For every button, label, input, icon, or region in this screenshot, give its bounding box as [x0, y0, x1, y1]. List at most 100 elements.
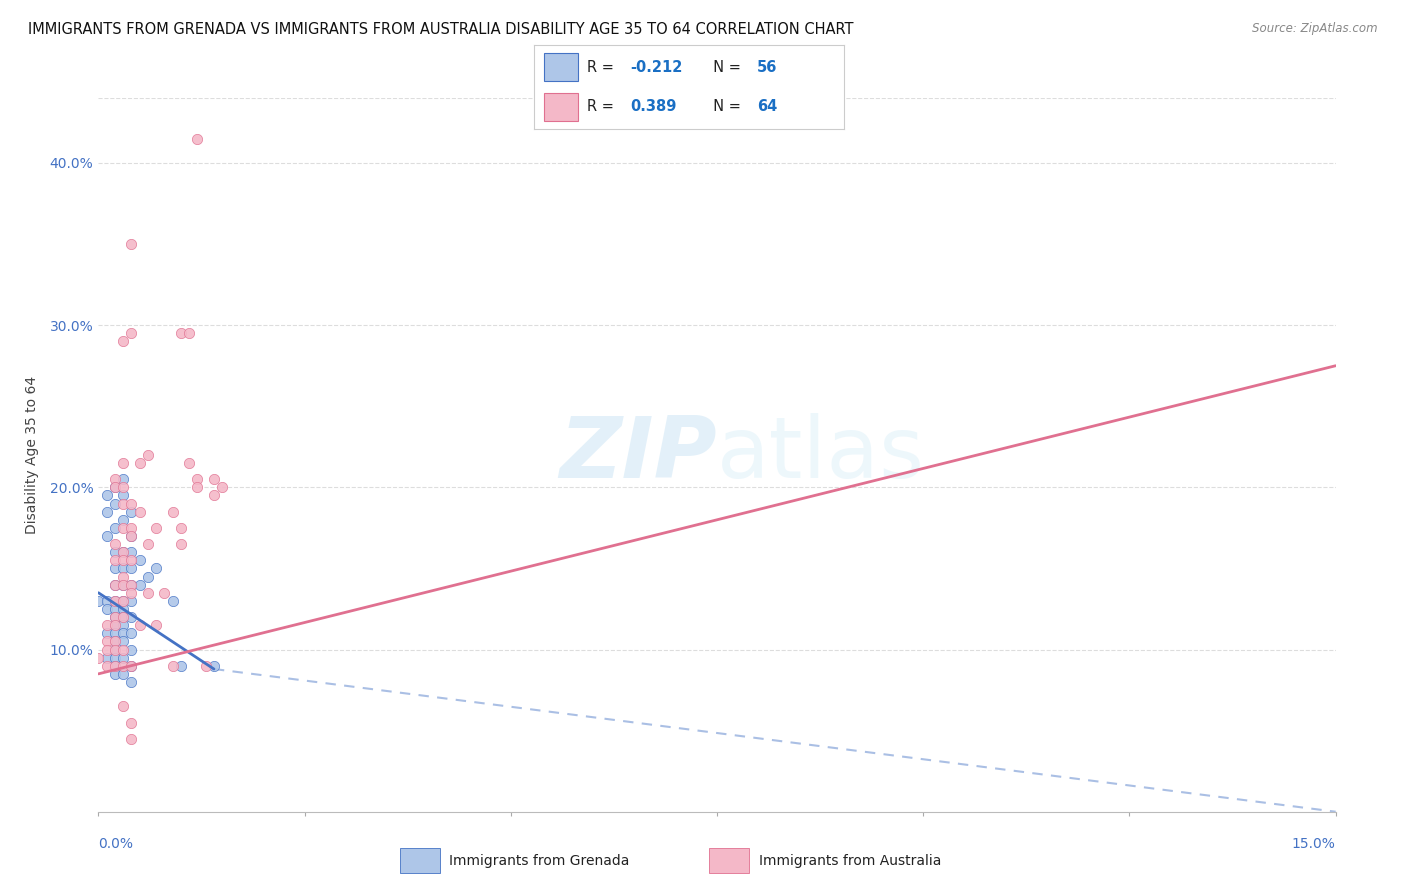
Point: [162, 658, 184, 673]
Point: [120, 497, 142, 511]
Point: [112, 634, 135, 648]
Point: [120, 586, 142, 600]
Point: [104, 521, 127, 535]
Point: [112, 642, 135, 657]
Point: [128, 553, 150, 567]
Point: [112, 334, 135, 349]
Point: [112, 577, 135, 591]
Point: [112, 472, 135, 486]
Point: [104, 577, 127, 591]
Text: 64: 64: [756, 99, 778, 114]
Point: [104, 537, 127, 551]
Text: N =: N =: [704, 99, 747, 114]
Point: [104, 666, 127, 681]
Point: [170, 658, 193, 673]
Point: [120, 626, 142, 640]
Point: [87, 594, 110, 608]
Text: R =: R =: [586, 99, 619, 114]
Point: [128, 577, 150, 591]
Point: [120, 731, 142, 746]
Point: [179, 456, 201, 470]
Point: [112, 569, 135, 583]
Point: [96, 626, 118, 640]
Point: [96, 642, 118, 657]
Point: [145, 521, 167, 535]
Point: [112, 553, 135, 567]
Point: [136, 537, 159, 551]
Point: [104, 618, 127, 632]
Point: [120, 545, 142, 559]
Point: [186, 480, 208, 494]
Point: [104, 642, 127, 657]
Point: [96, 634, 118, 648]
Point: [186, 131, 208, 145]
Point: [128, 505, 150, 519]
Point: [112, 626, 135, 640]
Point: [145, 618, 167, 632]
Point: [120, 642, 142, 657]
Point: [104, 650, 127, 665]
Point: [170, 537, 193, 551]
Point: [104, 497, 127, 511]
Point: [104, 602, 127, 616]
Point: [112, 488, 135, 502]
Bar: [544, 93, 578, 120]
Point: [96, 602, 118, 616]
Point: [104, 561, 127, 575]
Point: [194, 658, 217, 673]
Point: [202, 472, 225, 486]
Text: Immigrants from Grenada: Immigrants from Grenada: [450, 854, 630, 868]
Point: [112, 650, 135, 665]
Point: [96, 650, 118, 665]
Text: 0.389: 0.389: [630, 99, 676, 114]
Point: [87, 650, 110, 665]
Point: [120, 529, 142, 543]
Point: [112, 610, 135, 624]
Point: [112, 545, 135, 559]
Point: [120, 237, 142, 252]
Text: R =: R =: [586, 60, 619, 75]
Point: [120, 610, 142, 624]
Point: [202, 658, 225, 673]
Point: [202, 488, 225, 502]
Point: [136, 448, 159, 462]
Point: [112, 577, 135, 591]
Point: [112, 545, 135, 559]
Point: [120, 594, 142, 608]
Text: Immigrants from Australia: Immigrants from Australia: [759, 854, 941, 868]
Bar: [709, 848, 749, 873]
Point: [96, 488, 118, 502]
Text: 15.0%: 15.0%: [1292, 837, 1336, 851]
Point: [104, 553, 127, 567]
Point: [112, 480, 135, 494]
Point: [128, 456, 150, 470]
Point: [120, 577, 142, 591]
Point: [96, 594, 118, 608]
Point: [104, 610, 127, 624]
Point: [104, 626, 127, 640]
Point: [153, 586, 176, 600]
Point: [120, 577, 142, 591]
Point: [104, 658, 127, 673]
Point: [112, 610, 135, 624]
Point: [120, 658, 142, 673]
Point: [96, 618, 118, 632]
Text: 56: 56: [756, 60, 778, 75]
Point: [112, 594, 135, 608]
Point: [120, 561, 142, 575]
Point: [112, 497, 135, 511]
Point: [104, 634, 127, 648]
Point: [104, 658, 127, 673]
Text: -0.212: -0.212: [630, 60, 682, 75]
Point: [120, 326, 142, 341]
Point: [112, 561, 135, 575]
Point: [104, 545, 127, 559]
Point: [162, 594, 184, 608]
Point: [96, 658, 118, 673]
Point: [170, 521, 193, 535]
Text: IMMIGRANTS FROM GRENADA VS IMMIGRANTS FROM AUSTRALIA DISABILITY AGE 35 TO 64 COR: IMMIGRANTS FROM GRENADA VS IMMIGRANTS FR…: [28, 22, 853, 37]
Point: [120, 505, 142, 519]
Point: [104, 472, 127, 486]
Point: [104, 610, 127, 624]
Point: [104, 642, 127, 657]
